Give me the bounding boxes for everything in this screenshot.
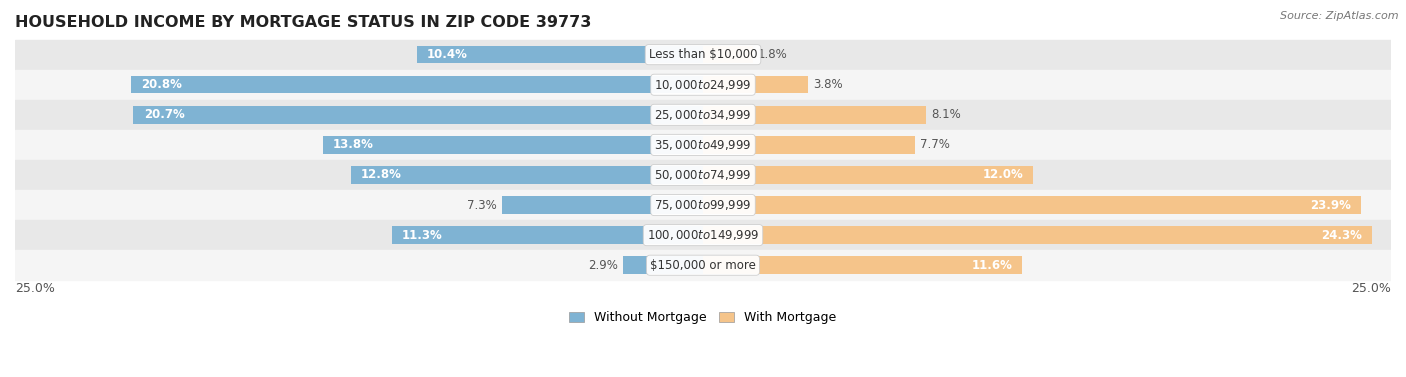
Text: 12.8%: 12.8% [360,169,401,181]
Text: 25.0%: 25.0% [15,282,55,295]
Text: 7.3%: 7.3% [467,199,496,211]
Bar [15,160,1391,190]
Bar [392,227,703,244]
Text: 8.1%: 8.1% [931,108,962,121]
Text: $25,000 to $34,999: $25,000 to $34,999 [654,108,752,122]
Bar [703,46,752,63]
Text: 12.0%: 12.0% [983,169,1024,181]
Bar [703,196,1361,214]
Text: 7.7%: 7.7% [921,138,950,152]
Text: 2.9%: 2.9% [588,259,617,272]
Bar [15,70,1391,100]
Bar [15,40,1391,70]
Text: 10.4%: 10.4% [426,48,467,61]
Bar [15,100,1391,130]
Text: $50,000 to $74,999: $50,000 to $74,999 [654,168,752,182]
Bar [703,256,1022,274]
Text: 11.6%: 11.6% [972,259,1012,272]
Text: $150,000 or more: $150,000 or more [650,259,756,272]
Bar [703,106,927,124]
Text: $35,000 to $49,999: $35,000 to $49,999 [654,138,752,152]
Text: 3.8%: 3.8% [813,78,842,91]
Text: $100,000 to $149,999: $100,000 to $149,999 [647,228,759,242]
Bar [416,46,703,63]
Bar [15,130,1391,160]
Text: 1.8%: 1.8% [758,48,787,61]
Bar [703,227,1372,244]
Bar [15,220,1391,250]
Bar [703,166,1033,184]
Bar [15,250,1391,280]
Text: 13.8%: 13.8% [333,138,374,152]
Bar [131,76,703,93]
Text: 11.3%: 11.3% [402,228,443,242]
Bar [703,136,915,153]
Bar [703,76,807,93]
Text: 25.0%: 25.0% [1351,282,1391,295]
Legend: Without Mortgage, With Mortgage: Without Mortgage, With Mortgage [564,306,842,329]
Text: 20.7%: 20.7% [145,108,186,121]
Bar [623,256,703,274]
Text: 24.3%: 24.3% [1322,228,1362,242]
Bar [350,166,703,184]
Text: $75,000 to $99,999: $75,000 to $99,999 [654,198,752,212]
Bar [323,136,703,153]
Text: HOUSEHOLD INCOME BY MORTGAGE STATUS IN ZIP CODE 39773: HOUSEHOLD INCOME BY MORTGAGE STATUS IN Z… [15,15,592,30]
Text: 20.8%: 20.8% [142,78,183,91]
Text: Source: ZipAtlas.com: Source: ZipAtlas.com [1281,11,1399,21]
Bar [15,190,1391,220]
Text: 23.9%: 23.9% [1310,199,1351,211]
Text: $10,000 to $24,999: $10,000 to $24,999 [654,78,752,92]
Bar [134,106,703,124]
Text: Less than $10,000: Less than $10,000 [648,48,758,61]
Bar [502,196,703,214]
